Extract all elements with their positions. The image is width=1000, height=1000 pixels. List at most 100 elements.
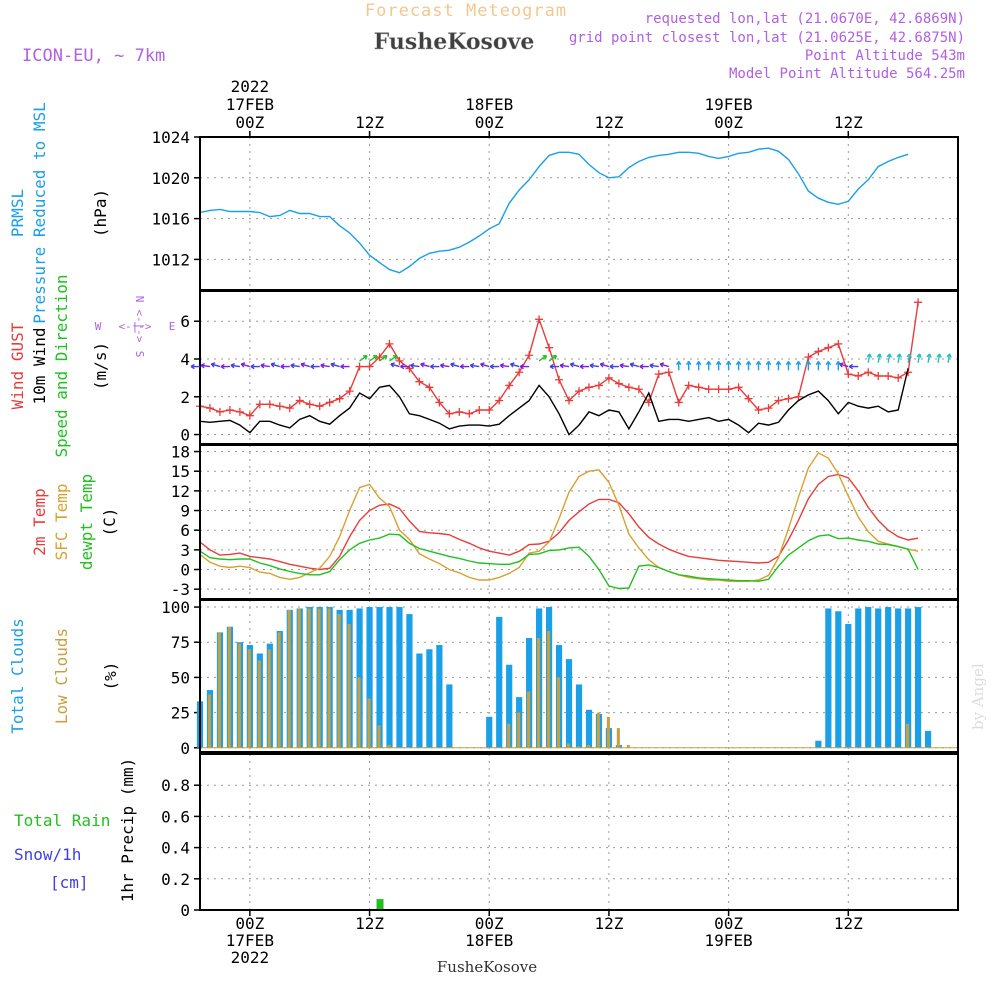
- y-tick-label: 0: [180, 426, 190, 445]
- wind-arrow-head: [906, 353, 912, 358]
- hour-top: 00Z: [235, 113, 264, 132]
- wind-arrow-head: [260, 363, 265, 369]
- wind-arrow-head: [896, 353, 902, 358]
- total-cloud-bar: [924, 730, 932, 748]
- series-pressure-line: [199, 147, 909, 274]
- gust-marker: [405, 364, 414, 373]
- wind-arrow-head: [330, 362, 336, 368]
- hour-bottom: 12Z: [834, 914, 863, 933]
- wind-arrow: [839, 363, 849, 368]
- series-sfc-line: [199, 451, 919, 582]
- total-cloud-bar: [855, 608, 862, 748]
- wind-arrow-head: [450, 362, 455, 368]
- gust-marker: [704, 385, 713, 394]
- wind-arrow: [359, 355, 368, 362]
- wind-arrow-head: [519, 363, 524, 370]
- wind-arrow-head: [300, 362, 306, 368]
- wind-arrow-head: [190, 363, 195, 370]
- ylabel-ms: (m/s): [91, 342, 110, 390]
- low-cloud-bar: [906, 723, 910, 748]
- wind-arrow-head: [220, 363, 225, 370]
- ylabel-dewpt: dewpt Temp: [77, 474, 96, 570]
- wind-arrow-head: [429, 363, 435, 370]
- wind-arrow-head: [735, 360, 742, 366]
- low-cloud-bar: [626, 744, 630, 748]
- low-cloud-bar: [217, 632, 221, 748]
- panels: 10121016102010240246-3036912151802550751…: [8, 102, 959, 920]
- wind-arrow-head: [609, 363, 614, 370]
- gust-marker: [215, 407, 224, 416]
- watermark: by Angel: [969, 663, 987, 730]
- gust-marker: [275, 402, 284, 411]
- hour-top: 00Z: [475, 113, 504, 132]
- total-cloud-bar: [895, 608, 902, 748]
- date-bottom: 18FEB: [465, 931, 513, 950]
- low-cloud-bar: [377, 725, 381, 748]
- gust-marker: [345, 387, 354, 396]
- total-cloud-bar: [386, 607, 393, 748]
- gust-marker: [335, 394, 344, 403]
- compass-w: W: [95, 320, 102, 333]
- gust-marker: [674, 398, 683, 407]
- hour-top: 12Z: [355, 113, 384, 132]
- date-top: 17FEB: [226, 95, 274, 114]
- wind-arrow: [230, 364, 240, 368]
- wind-arrow: [917, 353, 921, 363]
- low-cloud-bar: [517, 712, 521, 748]
- gust-marker: [495, 396, 504, 405]
- y-tick-label: 12: [171, 482, 190, 501]
- low-cloud-bar: [237, 643, 241, 748]
- gust-marker: [205, 404, 214, 413]
- gust-marker: [295, 396, 304, 405]
- gust-marker: [515, 368, 524, 377]
- gust-marker: [854, 372, 863, 380]
- gust-marker: [465, 409, 474, 418]
- wind-arrow-head: [619, 363, 624, 369]
- wind-arrow-head: [420, 362, 425, 368]
- wind-arrow: [241, 363, 251, 368]
- total-cloud-bar: [825, 608, 832, 748]
- y-tick-label: 2: [180, 388, 190, 407]
- wind-arrow-head: [886, 353, 892, 358]
- ylabel-precip: 1hr Precip (mm): [118, 758, 137, 903]
- legend-snow: Snow/1h: [14, 845, 81, 864]
- wind-arrow-head: [200, 363, 205, 369]
- wind-arrow: [389, 355, 398, 362]
- gust-marker: [864, 368, 873, 377]
- ylabel-c: (C): [100, 508, 119, 537]
- gust-marker: [604, 373, 613, 382]
- wind-arrow-head: [805, 360, 812, 366]
- wind-arrow-head: [310, 363, 315, 370]
- wind-arrow-head: [559, 363, 565, 369]
- y-tick-label: 6: [180, 312, 190, 331]
- wind-arrow: [947, 353, 951, 363]
- series-dewpt-line: [199, 533, 919, 590]
- panel-frame: [199, 753, 959, 911]
- wind-arrow: [887, 353, 891, 363]
- low-cloud-bar: [347, 623, 351, 748]
- panel-clouds: 0 25 50 75 100: [161, 598, 959, 758]
- wind-arrow: [320, 364, 330, 368]
- wind-arrow-head: [469, 363, 475, 369]
- total-cloud-bar: [366, 607, 373, 748]
- low-cloud-bar: [327, 608, 331, 748]
- footer-title: FusheKosove: [437, 958, 537, 976]
- wind-arrow-head: [705, 360, 712, 366]
- gust-marker: [914, 298, 923, 307]
- y-tick-label: 0.2: [161, 870, 190, 889]
- gust-marker: [884, 372, 893, 380]
- gust-marker: [565, 396, 574, 405]
- compass-arrows-h: <-|->: [118, 320, 151, 333]
- ylabel-t2m: 2m Temp: [30, 488, 49, 555]
- panel-prmsl: 1012 1016 1020 1024: [151, 128, 959, 291]
- gust-marker: [894, 373, 903, 382]
- gust-marker: [255, 400, 264, 409]
- wind-arrow: [560, 364, 570, 368]
- gust-marker: [235, 407, 244, 416]
- gust-marker: [584, 383, 593, 392]
- low-cloud-bar: [297, 608, 301, 748]
- date-bottom: 17FEB: [226, 931, 274, 950]
- gust-marker: [305, 400, 314, 409]
- total-cloud-bar: [506, 664, 513, 748]
